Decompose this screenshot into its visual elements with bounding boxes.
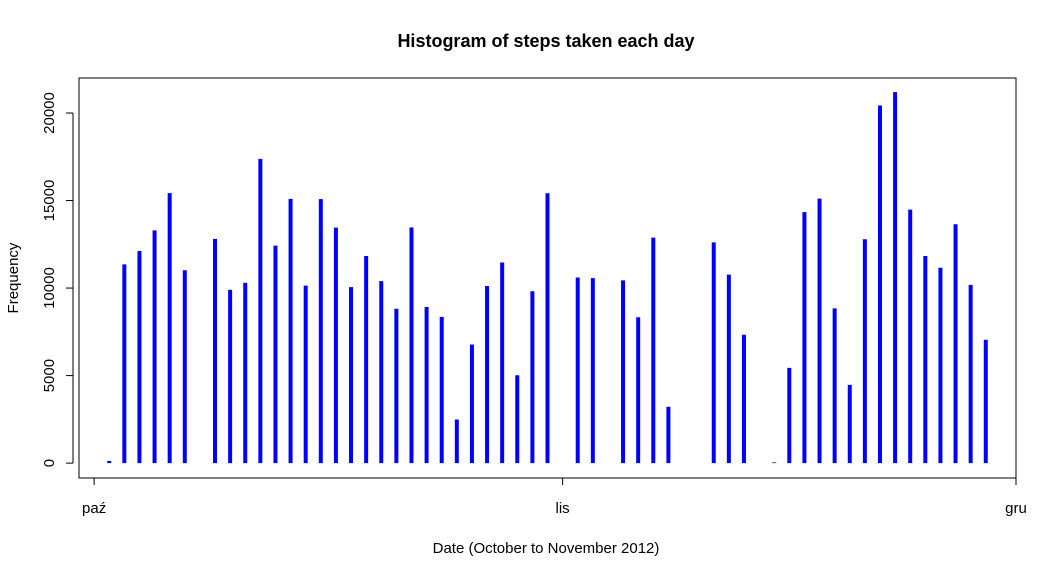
x-axis-label: Date (October to November 2012) <box>433 540 660 557</box>
y-tick-label: 20000 <box>41 92 58 134</box>
chart-title: Histogram of steps taken each day <box>397 31 694 51</box>
x-tick-label: lis <box>556 500 570 517</box>
bars-group <box>107 92 988 464</box>
y-tick-label: 15000 <box>41 180 58 222</box>
x-tick-label: gru <box>1005 500 1027 517</box>
y-tick-label: 10000 <box>41 267 58 309</box>
y-axis-label: Frequency <box>5 242 22 313</box>
y-axis: 0 5000 10000 15000 20000 <box>41 92 74 467</box>
x-tick-label: paź <box>82 500 106 517</box>
y-tick-label: 5000 <box>41 359 58 392</box>
y-tick-label: 0 <box>41 459 58 467</box>
x-axis: paź lis gru <box>82 477 1027 517</box>
